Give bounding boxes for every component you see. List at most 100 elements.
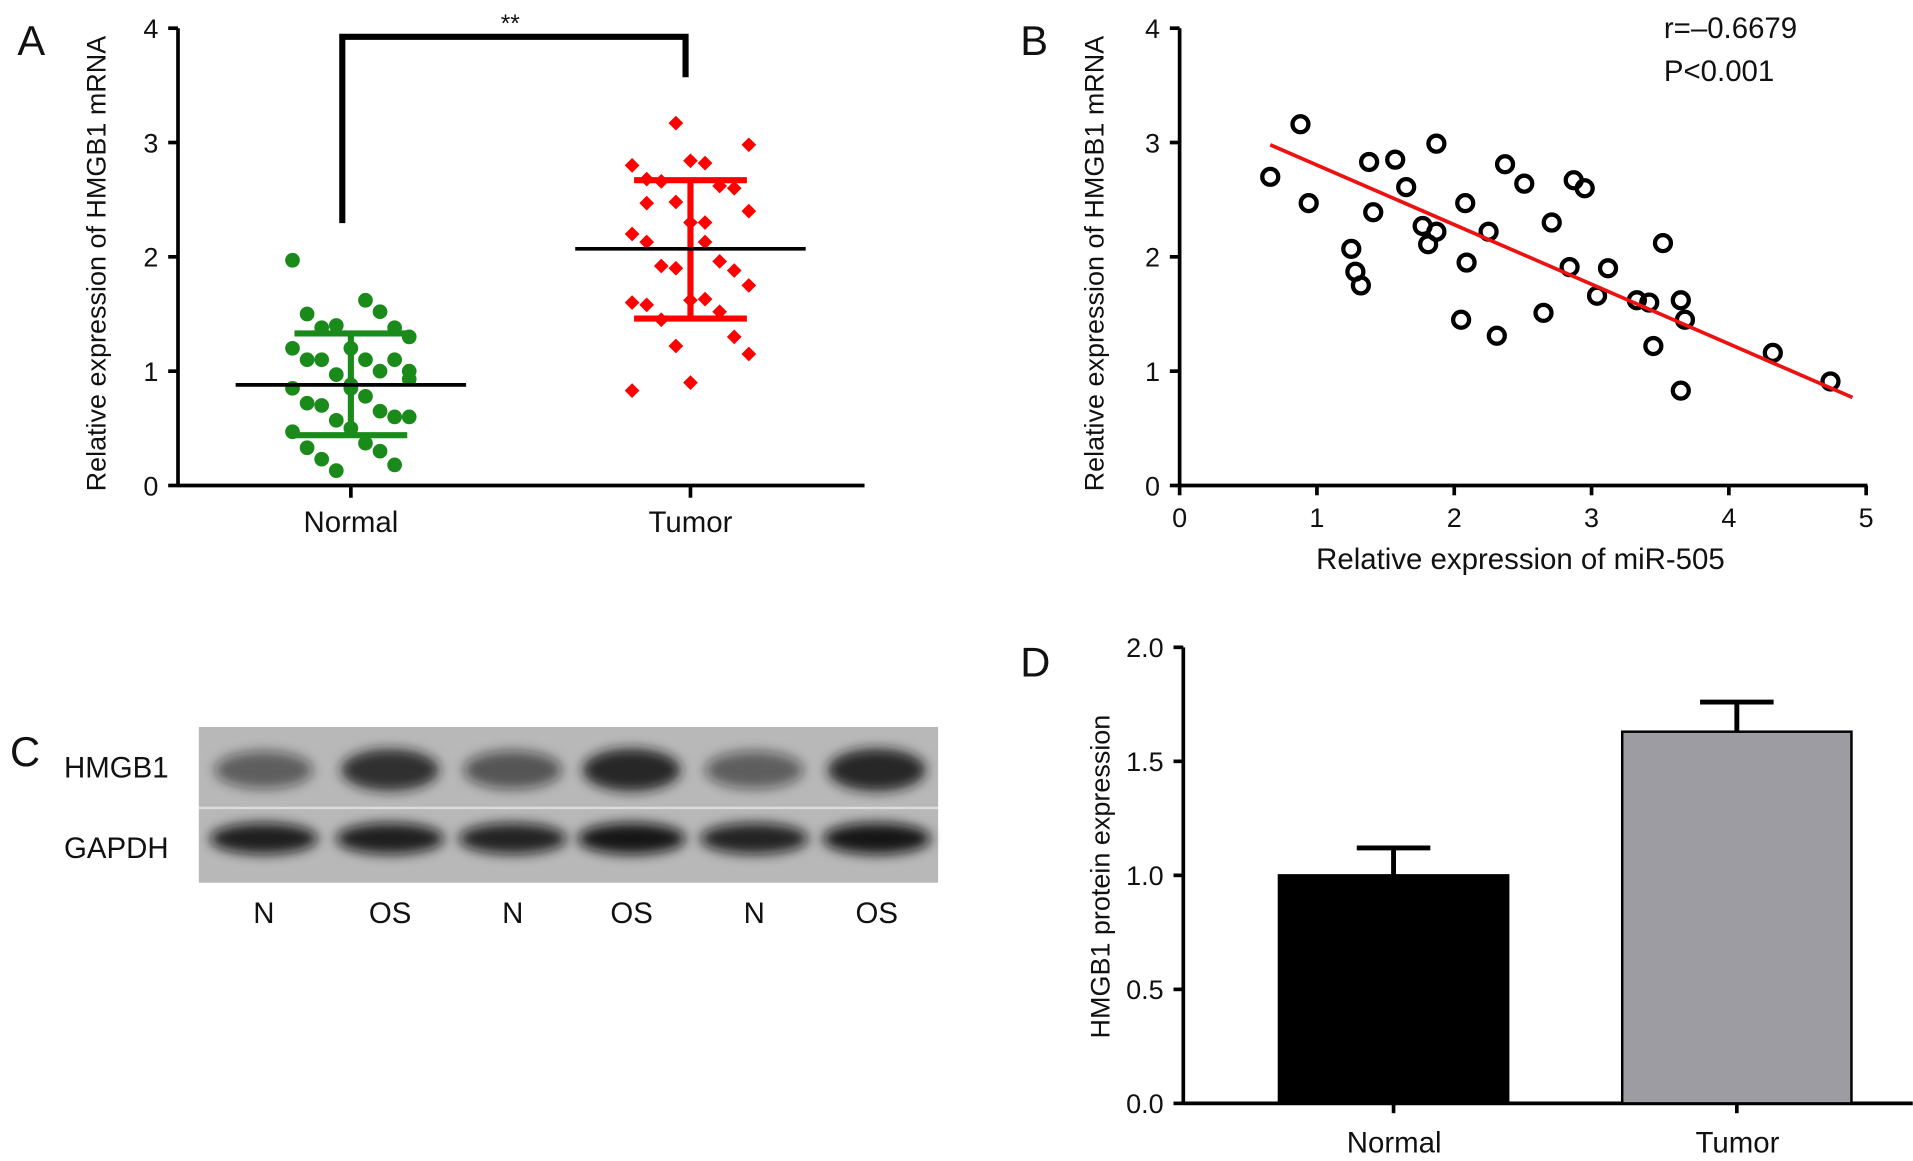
data-point [1574,178,1595,199]
data-point-normal [299,352,315,368]
data-point-normal [299,395,315,411]
data-point-normal [328,412,344,428]
y-tick-label: 0.0 [1126,1089,1164,1119]
blot-membrane [198,727,939,883]
data-point [1359,151,1380,173]
data-point [1643,335,1664,357]
data-point-tumor [697,215,713,230]
gapdh-band [458,823,567,855]
hmgb1-band [463,750,562,790]
data-point-tumor [741,346,757,362]
lane-label: N [744,897,765,930]
panel-label-b: B [1020,17,1048,64]
lane-label: N [502,897,523,930]
hmgb1-band [582,748,681,792]
data-point-tumor [668,338,684,354]
data-point-normal [328,367,344,382]
gapdh-band [209,822,318,855]
data-point [1363,202,1384,223]
data-point [1533,302,1554,323]
data-point-normal [372,304,388,320]
x-tick-label: 2 [1447,503,1462,533]
data-point-tumor [624,226,640,242]
data-point [1450,309,1472,330]
data-point-tumor [639,297,655,313]
data-point-tumor [683,153,698,169]
data-point-normal [314,398,330,413]
y-tick-label: 3 [1145,128,1160,158]
data-point-tumor [668,194,684,210]
gapdh-band [822,822,931,855]
y-tick-label: 0.5 [1126,975,1164,1005]
data-point-normal [285,340,300,356]
hmgb1-band [341,748,440,791]
regression-line [1269,143,1854,400]
x-tick-label: 1 [1309,503,1324,533]
data-point-tumor [668,115,684,131]
y-tick-label: 4 [143,14,158,44]
hmgb1-band [214,751,313,789]
data-point-tumor [712,304,727,320]
data-point [1385,149,1406,170]
hmgb1-band [827,748,926,792]
data-point [1350,275,1371,296]
data-point-normal [328,318,344,333]
data-point-tumor [712,254,727,269]
lane-label: OS [610,897,653,930]
data-point [1514,173,1535,194]
y-tick-label: 4 [1145,14,1160,44]
data-point-tumor [624,158,640,173]
y-tick-label: 2 [1145,243,1160,273]
data-point-normal [387,457,402,473]
panel-a-ylabel: Relative expression of HMGB1 mRNA [82,36,112,492]
data-point-normal [328,463,344,478]
data-point-normal [314,451,330,467]
data-point-normal [387,409,402,425]
y-tick-label: 2 [143,243,158,273]
data-point-normal [372,363,388,379]
data-point-tumor [726,180,742,196]
data-point [1762,342,1783,363]
y-tick-label: 0 [1145,471,1160,501]
y-tick-label: 0 [143,471,158,501]
data-point-normal [401,409,417,425]
data-point-normal [358,388,373,404]
data-point [1290,114,1311,135]
data-point-tumor [741,203,757,219]
panel-d-bar-chart: HMGB1 protein expression Normal Tumor 0.… [1086,633,1913,1159]
x-tick-label: 0 [1172,503,1187,533]
data-point [1670,380,1691,401]
data-point-tumor [726,329,742,345]
hmgb1-band [705,751,804,789]
bar-tumor [1620,730,1853,1105]
data-point-tumor [741,137,757,153]
data-point-tumor [639,234,655,250]
data-point-normal [358,292,373,308]
x-tick-label: 4 [1721,503,1736,533]
panel-b-xlabel: Relative expression of miR-505 [1316,543,1725,576]
data-point [1541,212,1562,233]
category-label-tumor: Tumor [649,506,733,539]
data-point [1396,176,1417,198]
panel-d-ylabel: HMGB1 protein expression [1086,715,1116,1039]
bar-normal [1277,874,1510,1105]
data-point-normal [285,252,300,268]
data-point [1456,252,1477,273]
x-tick-label: 3 [1584,503,1599,533]
y-tick-label: 1 [1145,357,1160,387]
data-point [1260,166,1281,187]
y-tick-label: 2.0 [1126,633,1164,663]
data-point [1494,154,1516,175]
panel-b-scatter: Relative expression of HMGB1 mRNA Relati… [1080,12,1874,576]
significance-bracket [339,33,689,224]
data-point-normal [299,440,315,456]
data-point-tumor [683,375,698,390]
data-point-normal [358,435,373,451]
panel-b-ylabel: Relative expression of HMGB1 mRNA [1080,36,1110,492]
data-point-normal [314,352,330,368]
data-point-tumor [653,258,669,274]
data-point-normal [387,352,402,368]
data-point [1341,238,1362,259]
data-point-tumor [624,383,640,398]
y-tick-label: 1.0 [1126,861,1164,891]
